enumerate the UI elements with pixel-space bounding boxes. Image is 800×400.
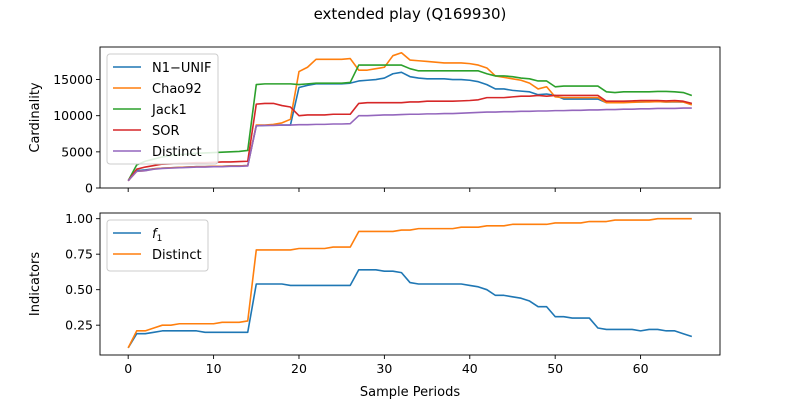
- y-tick-label-1-1: 0.50: [65, 282, 93, 297]
- y-axis-label-1: Indicators: [28, 252, 43, 316]
- legend-box-0: [106, 53, 219, 165]
- legend-label-0-4: Distinct: [152, 145, 202, 160]
- axes-frame-0: [99, 46, 721, 189]
- y-tick-label-1-0: 0.25: [65, 318, 93, 333]
- y-tick-label-1-2: 0.75: [65, 247, 93, 262]
- cardinality-panel: 0 5000 10000 15000 Cardinality N1−UNIF Chao92 J…: [28, 46, 721, 196]
- x-tick-label-4: 40: [462, 361, 478, 376]
- chart-title: extended play (Q169930): [314, 5, 507, 23]
- y-tick-label-0-1: 5000: [61, 144, 93, 159]
- x-tick-label-1: 10: [206, 361, 222, 376]
- legend-box-1: [106, 219, 209, 272]
- series-line-0-4: [127, 107, 692, 182]
- x-tick-label-0: 0: [124, 361, 132, 376]
- series-line-1-1: [127, 217, 692, 349]
- series-line-0-3: [127, 94, 693, 182]
- y-tick-label-0-0: 0: [85, 181, 93, 196]
- y-tick-label-0-3: 15000: [53, 72, 93, 87]
- legend-label-0-2: Jack1: [151, 103, 187, 118]
- y-tick-label-1-3: 1.00: [65, 211, 93, 226]
- y-tick-label-0-2: 10000: [53, 108, 93, 123]
- legend-label-0-0: N1−UNIF: [152, 61, 211, 76]
- series-line-1-0: [127, 269, 693, 349]
- legend-1: f1 Distinct: [106, 219, 209, 272]
- x-axis-label: Sample Periods: [360, 385, 460, 400]
- x-tick-label-2: 20: [291, 361, 307, 376]
- x-tick-label-6: 60: [633, 361, 649, 376]
- legend-label-0-1: Chao92: [152, 82, 202, 97]
- y-axis-label-0: Cardinality: [28, 82, 43, 153]
- legend-label-1-1: Distinct: [152, 248, 202, 263]
- series-line-0-2: [127, 64, 693, 182]
- indicators-panel: 0 10 20 30 40 50 60 0.25 0.50 0.75 1.00 Indicators f…: [28, 211, 721, 376]
- axes-frame-1: [99, 212, 721, 356]
- x-tick-label-3: 30: [376, 361, 392, 376]
- legend-label-1-0: f1: [152, 227, 162, 244]
- x-tick-label-5: 50: [547, 361, 563, 376]
- legend-label-0-3: SOR: [152, 124, 180, 139]
- legend-0: N1−UNIF Chao92 Jack1 SOR Distinct: [106, 53, 219, 165]
